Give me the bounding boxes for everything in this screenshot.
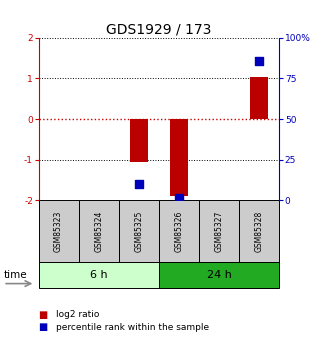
Bar: [199, 200, 239, 262]
Text: GSM85325: GSM85325: [134, 210, 143, 252]
Text: time: time: [3, 270, 27, 280]
Text: ■: ■: [39, 322, 48, 332]
Bar: [170, 119, 188, 196]
Text: ■: ■: [39, 310, 48, 319]
Text: 24 h: 24 h: [207, 270, 231, 280]
Bar: [39, 262, 159, 288]
Text: percentile rank within the sample: percentile rank within the sample: [56, 323, 209, 332]
Text: GSM85323: GSM85323: [54, 210, 63, 252]
Text: GSM85324: GSM85324: [94, 210, 103, 252]
Bar: [250, 77, 268, 119]
Text: GSM85326: GSM85326: [174, 210, 184, 252]
Bar: [159, 200, 199, 262]
Title: GDS1929 / 173: GDS1929 / 173: [106, 23, 212, 37]
Bar: [39, 200, 79, 262]
Point: [176, 195, 181, 200]
Point: [256, 58, 262, 63]
Bar: [239, 200, 279, 262]
Text: log2 ratio: log2 ratio: [56, 310, 100, 319]
Point: [136, 181, 141, 187]
Bar: [130, 119, 148, 161]
Text: GSM85328: GSM85328: [255, 210, 264, 252]
Bar: [159, 262, 279, 288]
Bar: [79, 200, 119, 262]
Bar: [119, 200, 159, 262]
Text: 6 h: 6 h: [90, 270, 108, 280]
Text: GSM85327: GSM85327: [214, 210, 224, 252]
